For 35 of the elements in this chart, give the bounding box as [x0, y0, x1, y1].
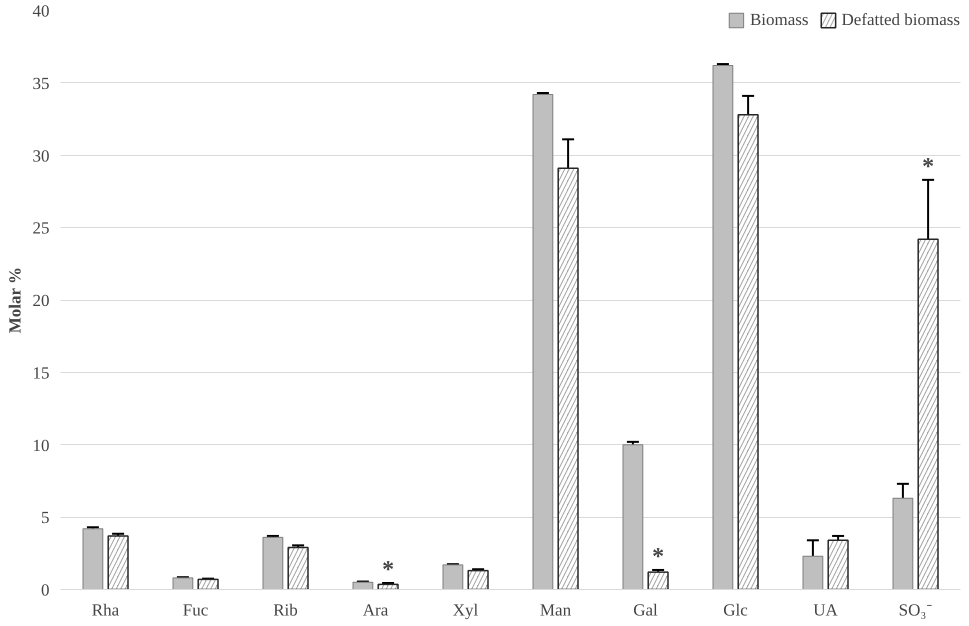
legend-label: Biomass	[750, 10, 808, 30]
y-tick-label: 35	[32, 74, 50, 93]
y-tick-label: 15	[32, 363, 50, 382]
bar	[352, 582, 374, 590]
x-tick-label: Fuc	[182, 600, 209, 620]
bar	[532, 94, 554, 590]
y-tick-label: 25	[32, 218, 50, 238]
bar	[442, 564, 464, 590]
x-tick-label: Rib	[273, 600, 298, 620]
bar	[802, 556, 824, 590]
y-tick-label: 10	[32, 436, 50, 455]
x-tick-label: UA	[813, 600, 838, 620]
annotation: *	[382, 556, 394, 583]
y-tick-label: 20	[32, 291, 50, 310]
x-tick-label: Rha	[92, 600, 120, 620]
x-tick-label: Ara	[362, 600, 389, 620]
y-tick-label: 5	[41, 508, 50, 528]
annotation: *	[922, 154, 934, 180]
annotation: *	[652, 544, 664, 570]
legend-label: Defatted biomass	[842, 10, 960, 30]
x-tick-label: Gal	[633, 600, 658, 620]
x-tick-label: Xyl	[452, 600, 479, 620]
bar	[712, 65, 734, 590]
bar	[82, 528, 104, 590]
y-tick-label: 40	[32, 2, 50, 20]
x-tick-label: SO₃⁻	[898, 600, 932, 620]
bar	[622, 444, 644, 590]
y-axis-title: Molar %	[6, 267, 24, 334]
y-tick-label: 30	[32, 146, 50, 166]
bar	[172, 577, 194, 590]
x-tick-label: Glc	[723, 600, 748, 620]
bar	[262, 536, 284, 590]
y-tick-label: 0	[41, 580, 50, 600]
x-tick-label: Man	[540, 600, 572, 620]
bar	[892, 498, 914, 590]
